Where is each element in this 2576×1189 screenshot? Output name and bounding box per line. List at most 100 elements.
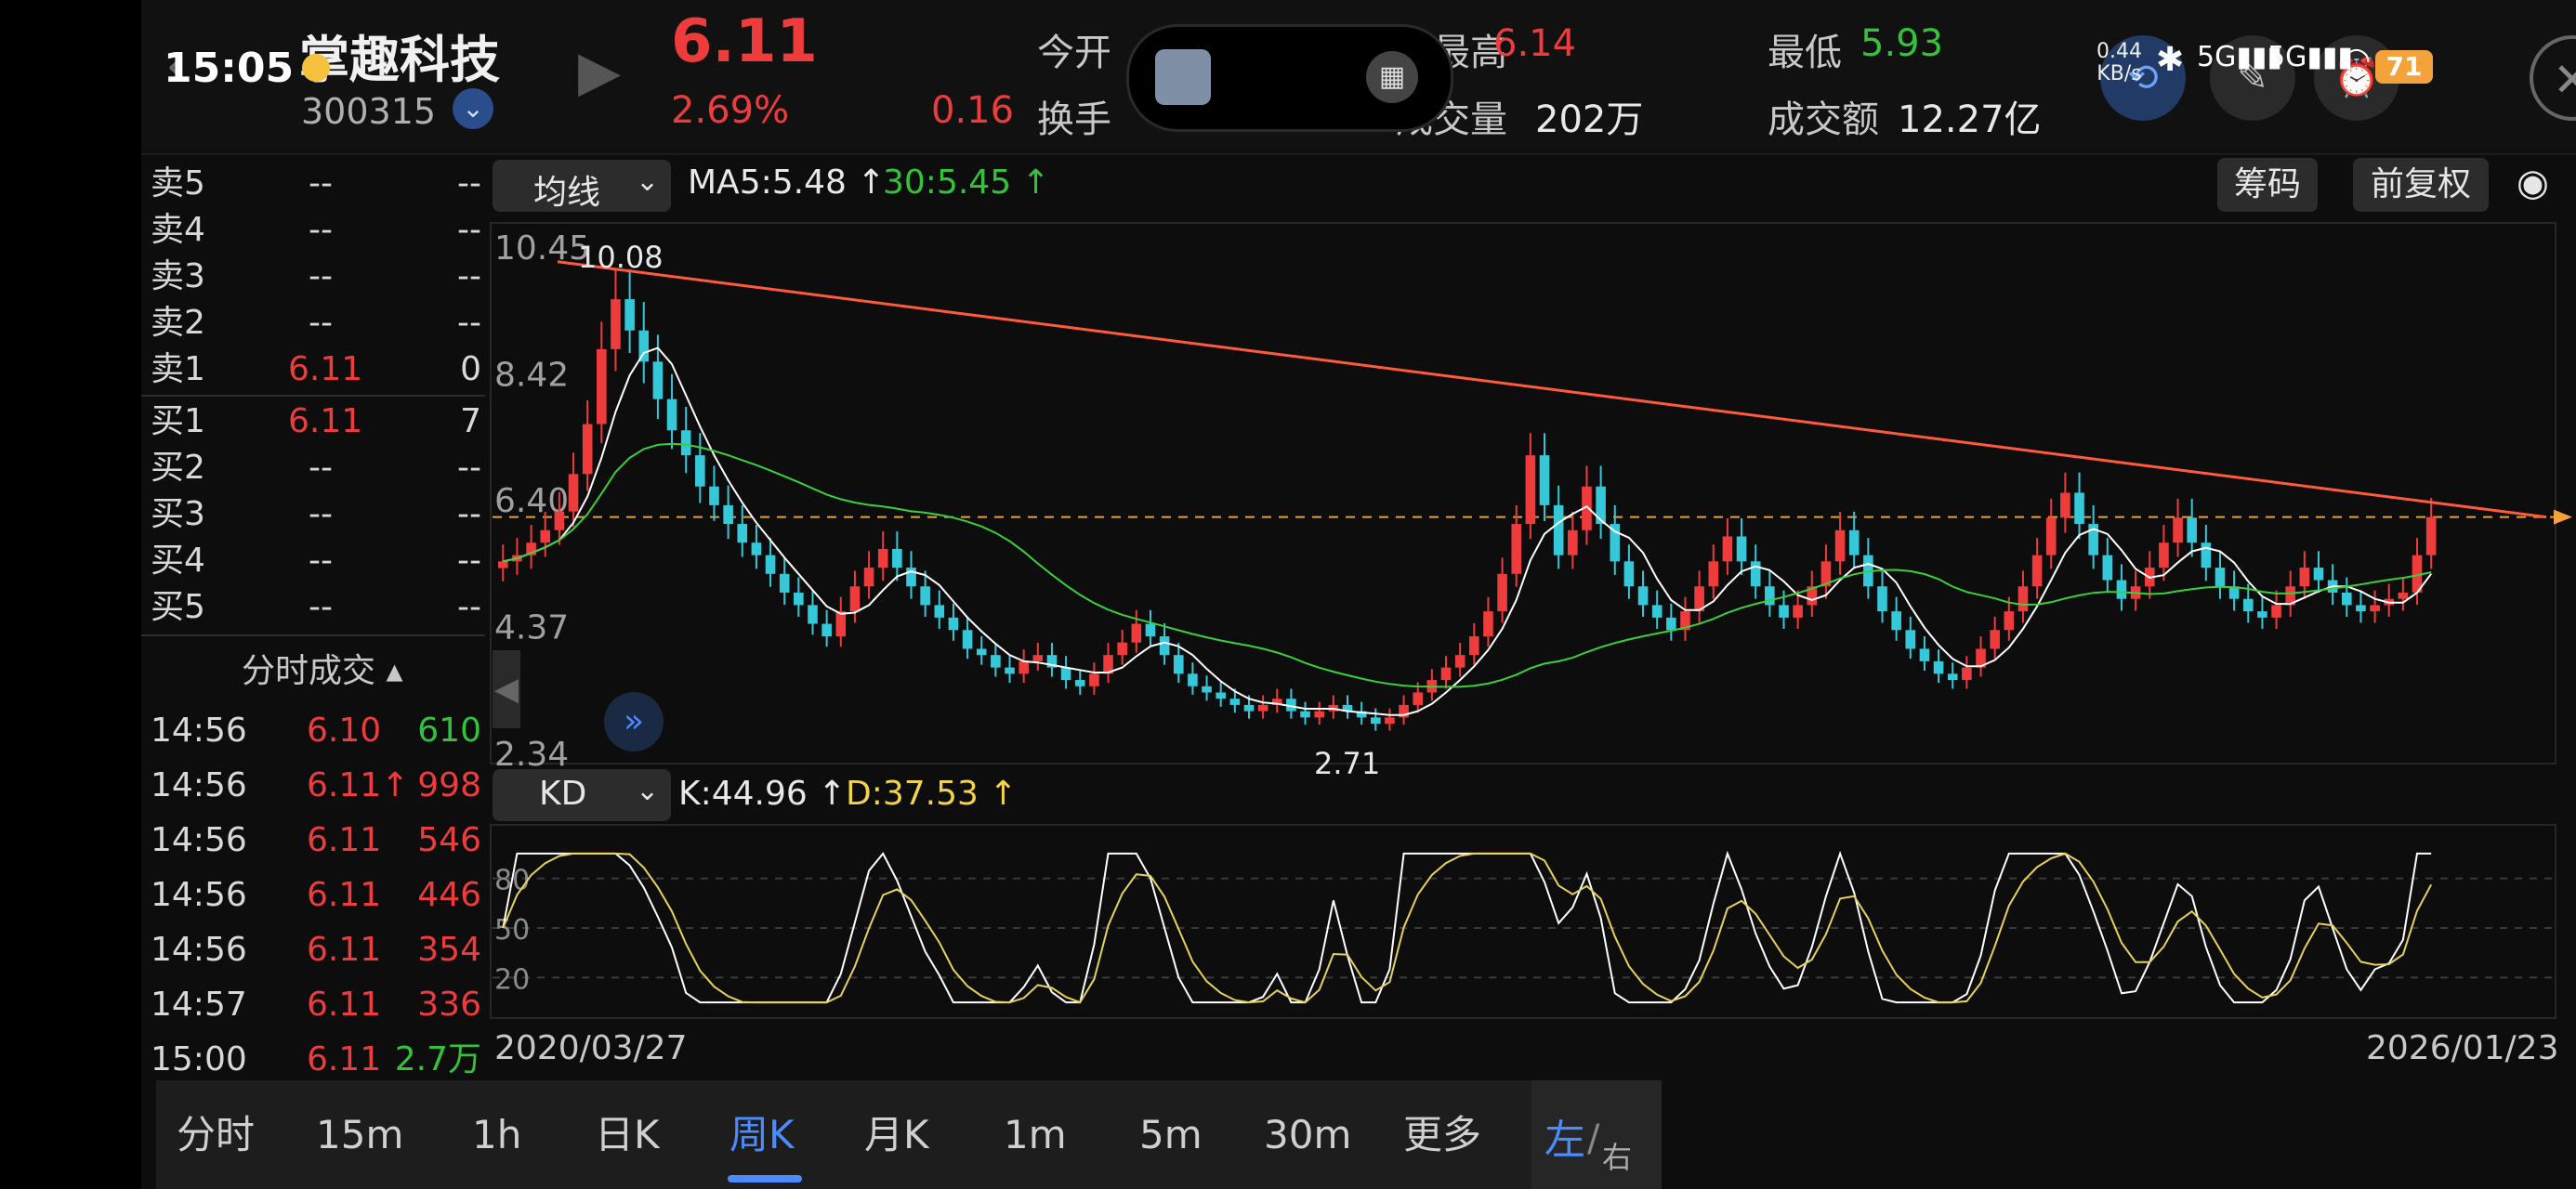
chips-button[interactable]: 筹码 [2217,158,2318,212]
candle-body [1131,623,1142,643]
candle-body [1976,648,1986,668]
kd-panel-frame [490,824,2556,1019]
candle-body [1736,536,1747,562]
side-left-label: 左 [1544,1117,1585,1164]
turnover-label: 换手 [1037,98,1111,141]
tab-6[interactable]: 1m [1004,1112,1067,1157]
chevron-down-icon: ⌄ [636,165,660,198]
signal-5g-icon: 5G▮▮▮ [2197,41,2282,73]
y-tick-label: 2.34 [494,736,569,774]
candle-body [638,330,650,362]
ask-vol: 0 [460,350,481,388]
ask-label: 卖1 [151,350,205,388]
tab-1[interactable]: 15m [316,1112,404,1157]
candle-body [2060,492,2070,518]
scroll-left-icon[interactable]: ◀ [493,650,520,728]
low-label: 最低 [1768,32,1842,74]
candle-body [1216,692,1226,699]
tab-2[interactable]: 1h [472,1112,522,1157]
edit-icon[interactable]: ✎ [2210,35,2295,121]
kd-k-text: K:44.96 [678,775,808,813]
candle-body [1074,680,1085,686]
candle-body [1919,648,1930,661]
trade-row: 14:57 6.11 336 [141,977,485,1032]
tab-5[interactable]: 月K [864,1112,929,1157]
amount-label: 成交额 [1768,98,1879,141]
candle-body [892,548,902,568]
trade-time: 14:56 [151,931,247,969]
candle-body [2045,517,2057,555]
kd-select-label: KD [539,775,587,813]
candle-body [794,592,804,606]
candle-body [1060,667,1071,681]
eye-icon[interactable]: ◉ [2517,162,2549,204]
caret-up-icon: ▴ [386,652,403,690]
back-arrow-icon[interactable]: ‹ [165,33,188,97]
bid-price: -- [309,495,333,533]
share-icon[interactable]: ⟲ [2100,35,2186,121]
tab-3[interactable]: 日K [595,1112,660,1157]
indicator-select[interactable]: 均线 ⌄ [493,160,671,212]
candle-body [1314,711,1325,718]
candle-body [1469,636,1479,656]
trade-volume: 610 [417,712,481,750]
candle-body [1454,655,1465,668]
candle-body [906,568,916,587]
tab-9[interactable]: 更多 [1403,1112,1482,1157]
candle-body [1694,586,1704,612]
ask-vol: -- [457,164,481,203]
y-tick-label: 4.37 [494,609,569,647]
candle-body [1511,524,1522,574]
bid-vol: -- [457,588,481,626]
trade-time: 14:57 [151,986,247,1024]
price-panel-frame [490,222,2556,764]
candle-body [2031,555,2043,587]
candle-body [920,586,930,606]
indicator-select-label: 均线 [533,174,601,212]
trade-time: 15:00 [151,1040,247,1078]
side-toggle[interactable]: 左 / 右 [1531,1080,1662,1189]
tab-4[interactable]: 周K [729,1112,795,1157]
tab-7[interactable]: 5m [1139,1112,1203,1157]
candle-body [1708,561,1719,587]
candle-body [808,605,818,624]
battery-icon: 71 [2375,50,2433,84]
candle-body [2074,492,2084,525]
play-icon[interactable]: ▶ [578,39,622,104]
trade-time: 14:56 [151,766,247,804]
candle-body [652,361,664,399]
ma5-text: MA5:5.48 [688,163,847,202]
stock-code: 300315 [301,91,437,132]
bid-row: 买4 -- -- [141,538,485,584]
trade-price: 6.10 [307,712,382,750]
candle-body [1568,529,1578,555]
candle-body [1933,660,1944,674]
trades-toggle[interactable]: 分时成交 ▴ [242,644,403,692]
trade-volume: 2.7万 [394,1040,481,1078]
ask-label: 卖4 [151,211,205,249]
candle-body [948,617,959,631]
kd-indicator-select[interactable]: KD ⌄ [493,769,671,821]
candle-body [554,511,565,530]
trade-price: 6.11↑ [307,766,410,804]
trade-time: 14:56 [151,712,247,750]
candle-body [1271,699,1282,705]
tab-0[interactable]: 分时 [177,1112,256,1157]
chevron-down-icon: ⌄ [636,775,660,807]
min-price-label: 2.71 [1314,746,1380,781]
candle-body [1300,711,1310,718]
candle-body [1399,704,1409,718]
candle-body [2299,568,2310,587]
ask-label: 卖3 [151,257,205,295]
tab-8[interactable]: 30m [1264,1112,1352,1157]
divider [141,395,485,397]
ma5-line [503,346,2433,716]
chevron-down-icon[interactable]: ⌄ [453,88,493,129]
candle-body [1243,704,1255,712]
candle-body [1637,586,1649,606]
adjust-button[interactable]: 前复权 [2353,158,2489,212]
candle-body [498,561,508,568]
fast-forward-icon[interactable]: » [604,692,664,751]
trade-row: 14:56 6.11 354 [141,922,485,977]
